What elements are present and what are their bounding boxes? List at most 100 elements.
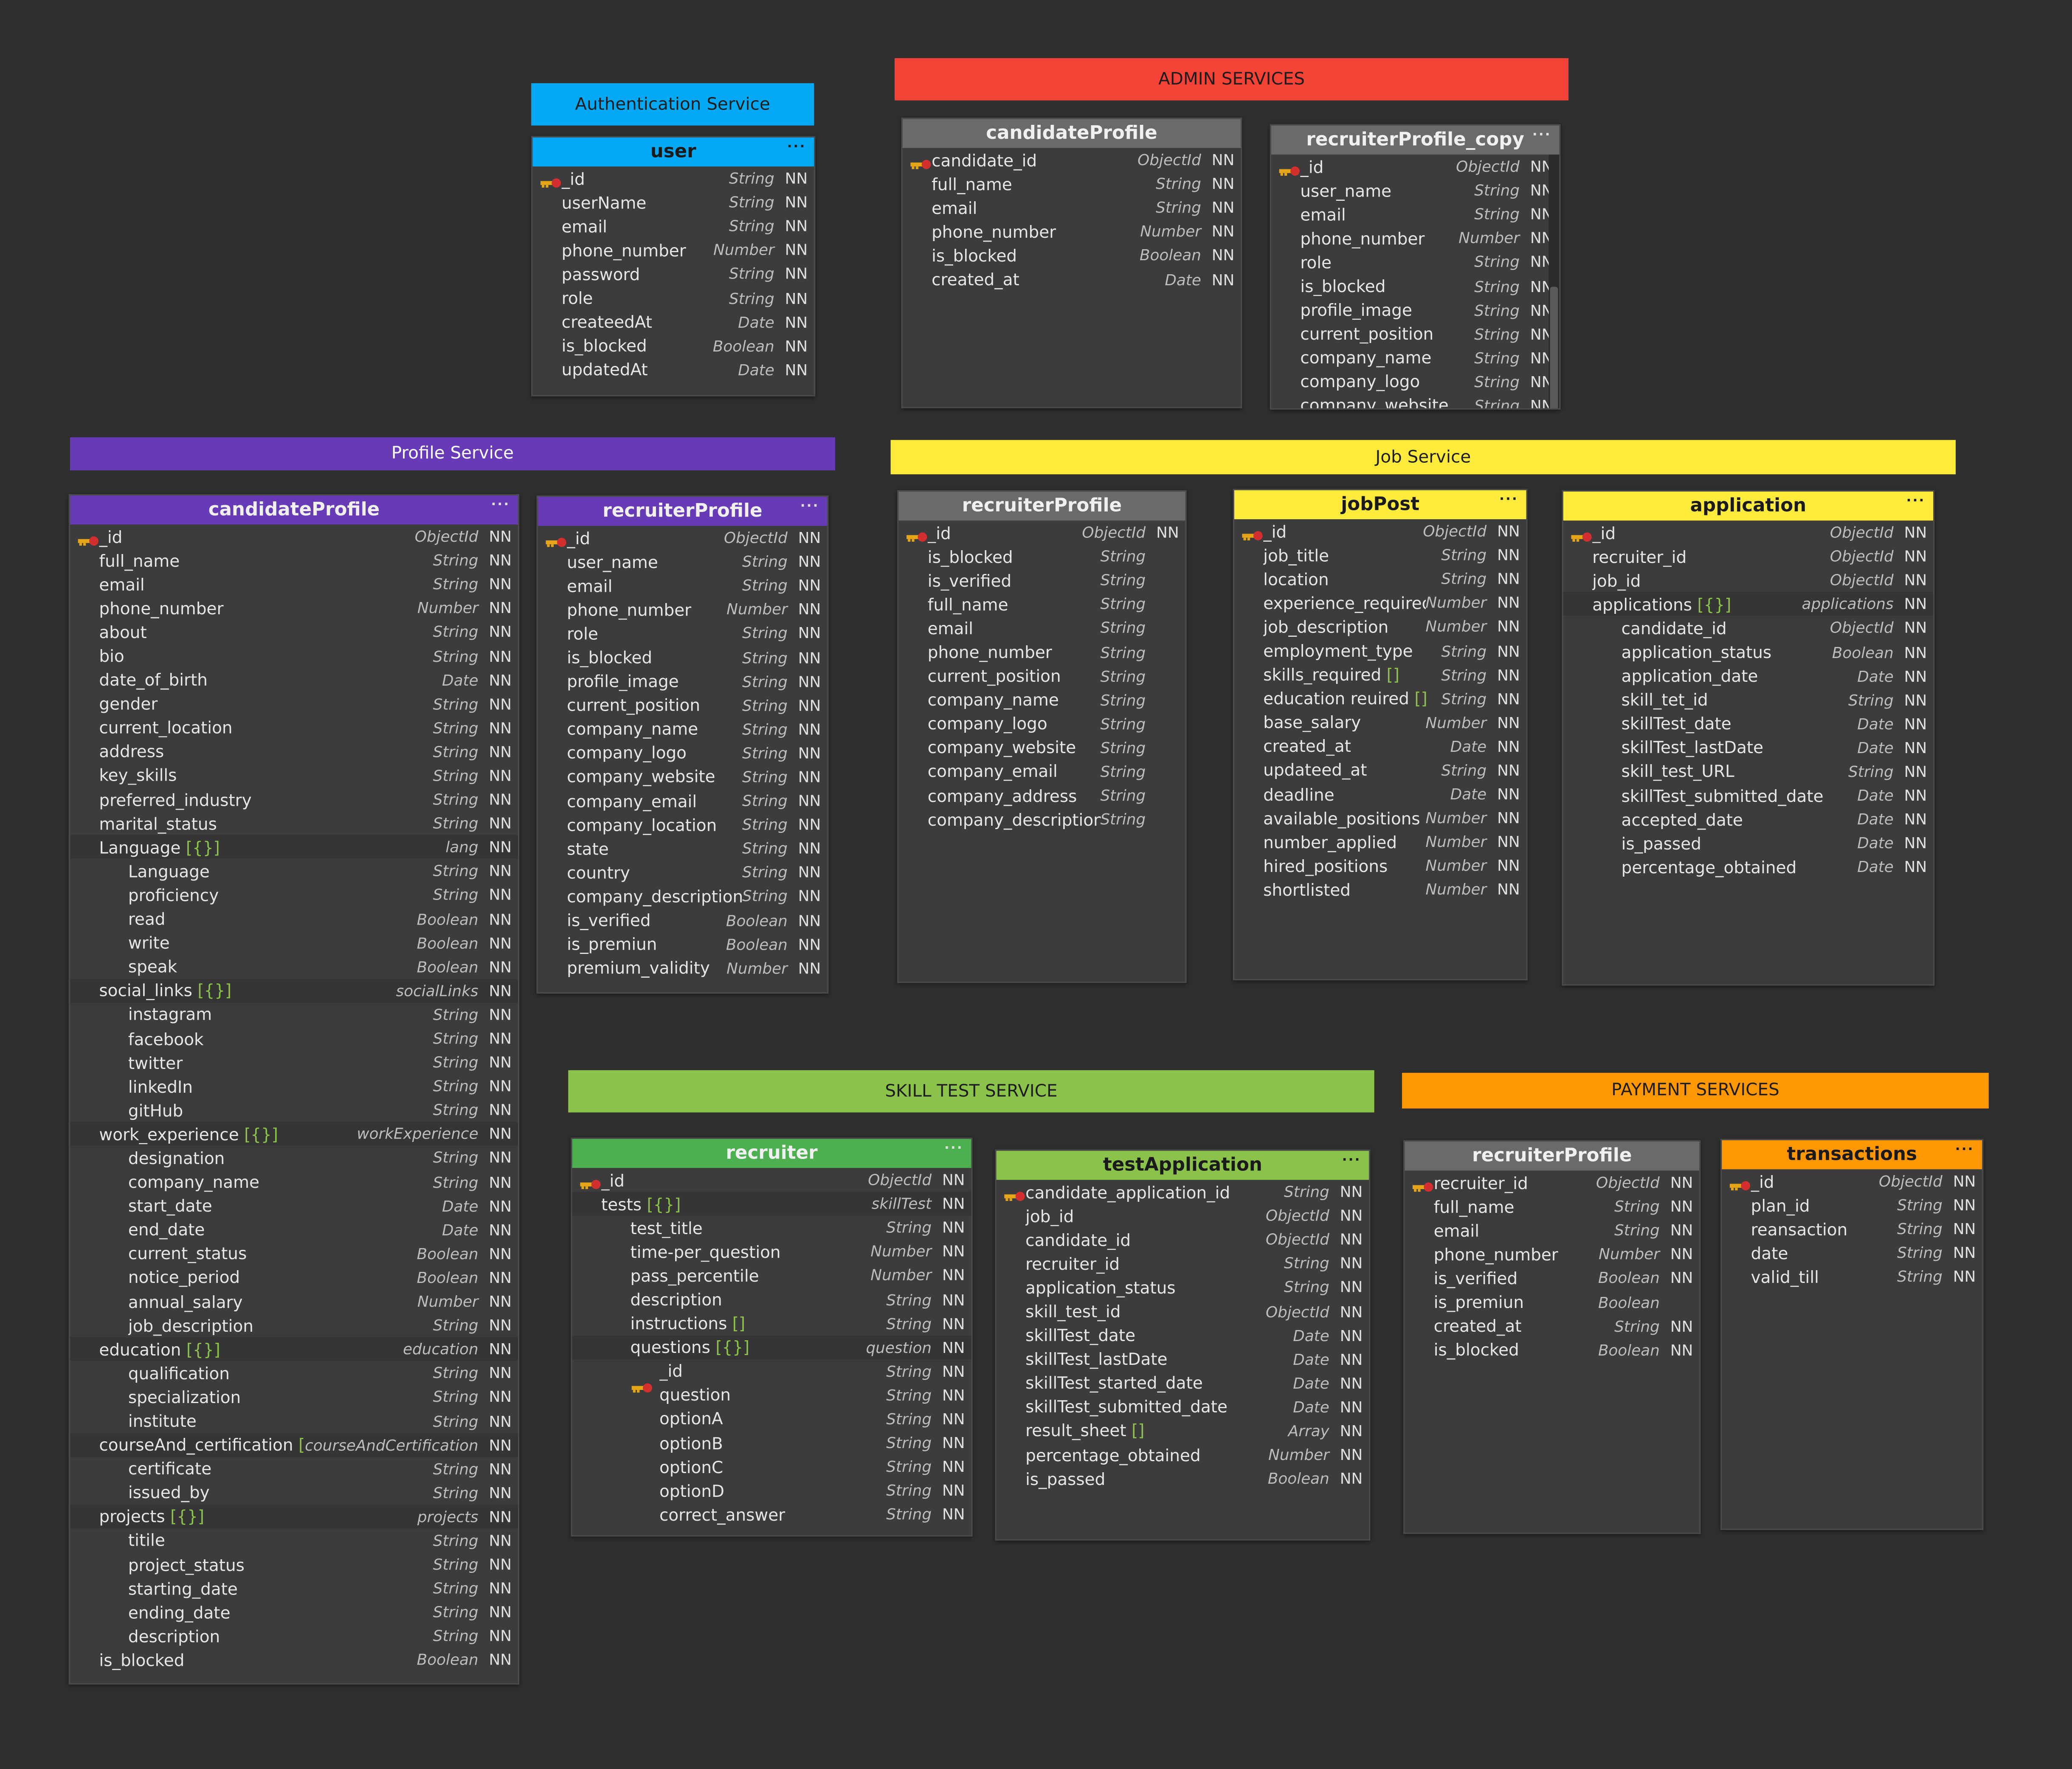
table-row[interactable]: email String NN	[70, 572, 518, 596]
table-row[interactable]: notice_period Boolean NN	[70, 1266, 518, 1289]
table-row[interactable]: candidate_application_id String NN	[997, 1180, 1369, 1204]
table-row[interactable]: skill_test_id ObjectId NN	[997, 1299, 1369, 1323]
table-row[interactable]: optionB String NN	[572, 1431, 971, 1455]
table-row[interactable]: is_verified Boolean NN	[538, 908, 828, 932]
banner-admin-services[interactable]: ADMIN SERVICES	[894, 58, 1569, 101]
table-row[interactable]: updateed_at String NN	[1234, 758, 1526, 782]
table-row[interactable]: questions[{}] question NN	[572, 1335, 971, 1359]
table-row[interactable]: recruiter_id ObjectId NN	[1405, 1170, 1699, 1194]
table-row[interactable]: full_name String	[898, 592, 1185, 616]
table-header[interactable]: recruiterProfile	[898, 491, 1185, 521]
table-row[interactable]: updatedAt Date NN	[532, 358, 814, 382]
table-row[interactable]: _id ObjectId NN	[70, 525, 518, 548]
table-row[interactable]: reansaction String NN	[1722, 1217, 1982, 1241]
table-row[interactable]: job_description Number NN	[1234, 615, 1526, 638]
table-row[interactable]: percentage_obtained Date NN	[1563, 855, 1933, 879]
table-row[interactable]: created_at Date NN	[903, 267, 1241, 291]
table-row[interactable]: is_blocked String	[898, 545, 1185, 568]
table-row[interactable]: current_position String NN	[538, 693, 828, 717]
table-row[interactable]: gender String NN	[70, 692, 518, 716]
banner-job-service[interactable]: Job Service	[890, 440, 1956, 475]
table-row[interactable]: skillTest_submitted_date Date NN	[997, 1395, 1369, 1419]
table-row[interactable]: is_blocked String NN	[538, 645, 828, 669]
table-row[interactable]: description String NN	[70, 1624, 518, 1648]
table-row[interactable]: date String NN	[1722, 1241, 1982, 1265]
table-row[interactable]: phone_number Number NN	[1271, 226, 1559, 250]
table-row[interactable]: designation String NN	[70, 1146, 518, 1170]
table-header[interactable]: recruiterProfile ···	[538, 497, 828, 526]
table-row[interactable]: state String NN	[538, 837, 828, 861]
table-row[interactable]: profile_image String NN	[1271, 298, 1559, 322]
table-menu-icon[interactable]: ···	[1532, 128, 1551, 143]
table-row[interactable]: skills_required[] String NN	[1234, 663, 1526, 686]
table-row[interactable]: about String NN	[70, 620, 518, 644]
table-admin-candidateprofile[interactable]: candidateProfile candidate_id ObjectId NN fu…	[901, 117, 1242, 408]
table-menu-icon[interactable]: ···	[1906, 494, 1926, 509]
table-row[interactable]: pass_percentile Number NN	[572, 1263, 971, 1287]
table-row[interactable]: gitHub String NN	[70, 1098, 518, 1122]
table-row[interactable]: social_links[{}] socialLinks NN	[70, 979, 518, 1003]
table-row[interactable]: created_at Date NN	[1234, 734, 1526, 758]
table-row[interactable]: email String NN	[538, 574, 828, 597]
table-row[interactable]: is_blocked Boolean NN	[70, 1648, 518, 1672]
table-row[interactable]: speak Boolean NN	[70, 955, 518, 979]
table-menu-icon[interactable]: ···	[491, 498, 510, 513]
table-row[interactable]: user_name String NN	[538, 550, 828, 574]
table-row[interactable]: current_status Boolean NN	[70, 1242, 518, 1266]
table-header[interactable]: jobPost ···	[1234, 490, 1526, 520]
table-row[interactable]: hired_positions Number NN	[1234, 854, 1526, 877]
table-row[interactable]: location String NN	[1234, 567, 1526, 591]
scrollbar-thumb[interactable]	[1550, 287, 1558, 408]
table-row[interactable]: institute String NN	[70, 1409, 518, 1433]
table-row[interactable]: createedAt Date NN	[532, 310, 814, 334]
table-row[interactable]: is_premiun Boolean	[1405, 1290, 1699, 1314]
table-row[interactable]: skill_test_URL String NN	[1563, 759, 1933, 783]
table-row[interactable]: address String NN	[70, 740, 518, 763]
table-row[interactable]: qualification String NN	[70, 1361, 518, 1385]
table-row[interactable]: _id ObjectId NN	[1722, 1169, 1982, 1193]
table-row[interactable]: candidate_id ObjectId NN	[997, 1228, 1369, 1252]
table-row[interactable]: job_description String NN	[70, 1313, 518, 1337]
table-row[interactable]: percentage_obtained Number NN	[997, 1443, 1369, 1467]
table-auth-user[interactable]: user ··· _id String NN userName String NN email S…	[531, 136, 816, 397]
table-row[interactable]: is_verified String	[898, 568, 1185, 592]
table-pay-transactions[interactable]: transactions ··· _id ObjectId NN plan_id Strin…	[1720, 1139, 1984, 1530]
table-row[interactable]: _id ObjectId NN	[538, 526, 828, 550]
table-row[interactable]: application_status String NN	[997, 1275, 1369, 1299]
table-row[interactable]: candidate_id ObjectId NN	[903, 148, 1241, 172]
table-header[interactable]: transactions ···	[1722, 1140, 1982, 1170]
table-row[interactable]: application_status Boolean NN	[1563, 640, 1933, 664]
table-row[interactable]: projects[{}] projects NN	[70, 1505, 518, 1529]
table-row[interactable]: company_email String NN	[538, 789, 828, 813]
table-row[interactable]: email String NN	[532, 214, 814, 238]
table-row[interactable]: optionA String NN	[572, 1407, 971, 1431]
table-row[interactable]: is_passed Date NN	[1563, 831, 1933, 855]
table-row[interactable]: _id ObjectId NN	[1234, 519, 1526, 543]
table-row[interactable]: result_sheet [] Array NN	[997, 1419, 1369, 1443]
table-row[interactable]: read Boolean NN	[70, 907, 518, 931]
table-menu-icon[interactable]: ···	[1499, 492, 1518, 508]
table-row[interactable]: is_blocked String NN	[1271, 274, 1559, 298]
table-row[interactable]: company_name String NN	[1271, 346, 1559, 370]
table-row[interactable]: profile_image String NN	[538, 669, 828, 693]
table-row[interactable]: plan_id String NN	[1722, 1193, 1982, 1217]
table-row[interactable]: description String NN	[572, 1288, 971, 1311]
table-row[interactable]: current_position String NN	[1271, 322, 1559, 346]
banner-payment-services[interactable]: PAYMENT SERVICES	[1402, 1073, 1989, 1109]
table-row[interactable]: valid_till String NN	[1722, 1265, 1982, 1289]
table-row[interactable]: recruiter_id String NN	[997, 1252, 1369, 1275]
table-row[interactable]: company_address String	[898, 784, 1185, 807]
table-row[interactable]: tests[{}] skillTest NN	[572, 1192, 971, 1216]
table-header[interactable]: candidateProfile	[902, 119, 1241, 148]
table-row[interactable]: specialization String NN	[70, 1385, 518, 1409]
table-row[interactable]: role String NN	[538, 622, 828, 645]
table-header[interactable]: user ···	[532, 137, 814, 167]
table-row[interactable]: courseAnd_certification [{}]courseAndCert…	[70, 1433, 518, 1457]
table-row[interactable]: company_location String NN	[538, 813, 828, 836]
table-row[interactable]: question String NN	[572, 1383, 971, 1407]
table-menu-icon[interactable]: ···	[800, 499, 819, 514]
table-row[interactable]: company_website String NN	[1271, 394, 1559, 408]
table-menu-icon[interactable]: ···	[787, 140, 806, 155]
table-row[interactable]: phone_number String	[898, 640, 1185, 664]
table-row[interactable]: education[{}] education NN	[70, 1337, 518, 1361]
